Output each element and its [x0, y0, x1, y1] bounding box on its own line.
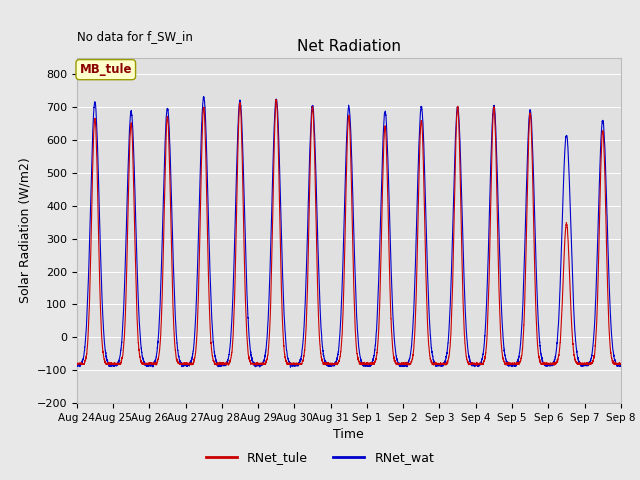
X-axis label: Time: Time	[333, 429, 364, 442]
Text: No data for f_SW_in: No data for f_SW_in	[77, 30, 193, 43]
Text: MB_tule: MB_tule	[79, 63, 132, 76]
Y-axis label: Solar Radiation (W/m2): Solar Radiation (W/m2)	[18, 157, 31, 303]
Title: Net Radiation: Net Radiation	[297, 39, 401, 54]
Legend: RNet_tule, RNet_wat: RNet_tule, RNet_wat	[201, 446, 439, 469]
